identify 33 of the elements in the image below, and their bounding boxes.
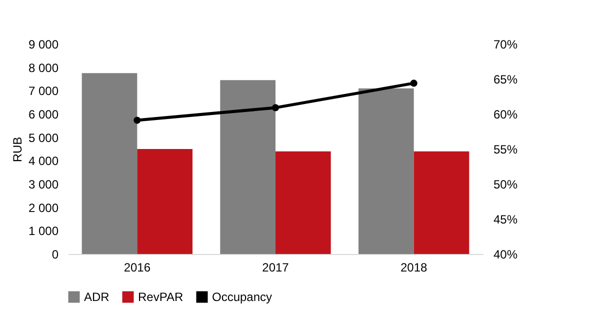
bar [276,151,331,254]
legend-label: RevPAR [138,290,184,304]
y-axis-title: RUB [10,136,24,162]
y-tick-label: 9 000 [28,38,59,52]
y-tick-label: 6 000 [28,108,59,122]
y-tick-label: 5 000 [28,130,59,145]
bar [82,73,138,254]
y2-tick-label: 55% [494,142,518,156]
y-tick-label: 0 [52,248,59,262]
y2-tick-label: 65% [494,72,518,86]
x-tick-label: 2017 [262,260,290,274]
y2-tick-label: 45% [494,212,518,226]
legend-label: Occupancy [212,290,272,304]
y-tick-label: 2 000 [28,200,59,215]
y-tick-label: 1 000 [28,224,59,238]
point [410,80,418,87]
bar [358,88,414,254]
bar [137,149,192,254]
x-tick-label: 2018 [400,260,428,274]
y2-tick-label: 40% [494,248,518,262]
y2-tick-label: 60% [494,108,518,122]
y2-tick-label: 50% [494,178,518,192]
point [272,104,280,112]
point [134,116,141,124]
bar [414,151,470,254]
x-tick-label: 2016 [124,260,151,274]
legend-label: ADR [84,290,110,304]
y-tick-label: 7 000 [28,84,59,98]
y-tick-label: 4 000 [28,154,59,168]
y-tick-label: 3 000 [28,178,59,192]
y2-tick-label: 70% [494,38,518,52]
bar [220,80,276,254]
y-tick-label: 8 000 [28,60,59,75]
